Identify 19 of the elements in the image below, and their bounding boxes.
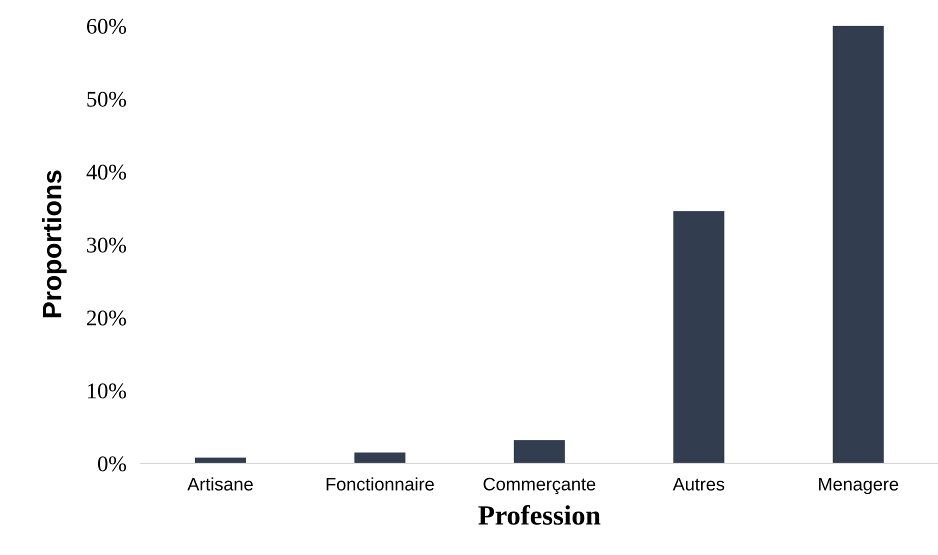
bar bbox=[514, 440, 565, 464]
y-axis-title: Proportions bbox=[42, 170, 67, 318]
y-tick-label: 20% bbox=[87, 310, 126, 326]
y-tick-label: 60% bbox=[87, 18, 126, 34]
y-tick-label: 30% bbox=[87, 238, 126, 253]
y-tick-label: 40% bbox=[86, 164, 126, 180]
bar bbox=[354, 452, 406, 464]
x-tick-label: Menagere bbox=[819, 478, 898, 494]
bar bbox=[194, 458, 246, 464]
bar bbox=[832, 26, 884, 464]
x-tick-label: Autres bbox=[672, 478, 724, 491]
x-tick-label: Fonctionnaire bbox=[326, 477, 434, 491]
y-tick-label: 50% bbox=[87, 92, 126, 107]
x-tick-label: Commerçante bbox=[484, 478, 596, 494]
x-axis-title: Profession bbox=[478, 504, 600, 525]
y-tick-label: 10% bbox=[88, 383, 126, 398]
bar bbox=[673, 211, 724, 464]
x-tick-label: Artisane bbox=[187, 477, 253, 491]
y-tick-label: 0% bbox=[98, 456, 126, 472]
